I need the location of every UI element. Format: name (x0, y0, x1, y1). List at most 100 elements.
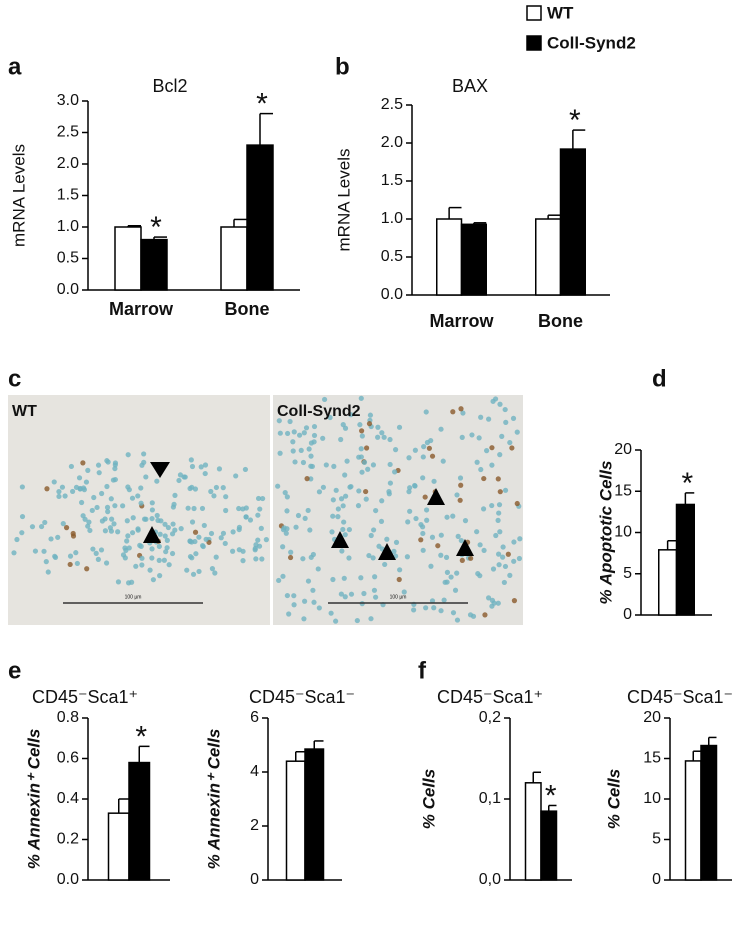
cell (511, 539, 517, 545)
cell (230, 548, 236, 554)
cell (441, 597, 447, 603)
cell (348, 591, 355, 597)
bar (675, 503, 695, 616)
cell (284, 430, 291, 437)
cell (284, 592, 290, 599)
cell (342, 425, 349, 431)
cell (162, 521, 168, 527)
cell (492, 396, 499, 402)
cell (87, 527, 93, 534)
bar (700, 744, 718, 881)
cell (126, 545, 132, 551)
y-tick-label: 3.0 (57, 92, 79, 109)
cell (277, 430, 283, 436)
cell (424, 439, 431, 446)
cell (396, 576, 402, 583)
cell (193, 551, 199, 557)
cell (339, 548, 345, 554)
cell (83, 479, 90, 485)
cell (438, 608, 444, 614)
cell (70, 533, 77, 539)
cell (80, 513, 86, 519)
cell (357, 422, 363, 428)
cell (223, 494, 229, 500)
cell (122, 545, 128, 551)
cell (420, 475, 426, 481)
cell (203, 536, 209, 542)
cell (158, 518, 164, 524)
cell (448, 574, 454, 580)
bar (304, 748, 325, 881)
cell (356, 488, 362, 494)
cell (342, 532, 348, 538)
cell (368, 532, 374, 539)
cell (230, 529, 236, 535)
cell (169, 550, 176, 557)
cell (341, 519, 347, 525)
cell (161, 557, 167, 563)
cell (191, 505, 197, 512)
cell (170, 521, 176, 527)
cell (444, 569, 451, 575)
cell (112, 465, 118, 472)
cell (124, 538, 130, 544)
cell (331, 463, 337, 469)
cell (407, 485, 413, 491)
cell (363, 488, 369, 495)
cell (55, 534, 61, 540)
legend-swatch (526, 5, 542, 21)
cell (139, 555, 145, 561)
cell (359, 469, 365, 475)
cell (359, 428, 365, 434)
cell (300, 556, 306, 562)
bar (107, 812, 130, 881)
chart-title: Bcl2 (152, 76, 187, 96)
arrowhead (150, 462, 170, 478)
y-axis-label: % Apoptotic Cells (596, 461, 615, 605)
cell (452, 587, 459, 593)
arrowhead (456, 539, 474, 556)
cell (189, 555, 195, 561)
cell (495, 476, 501, 482)
cell (372, 574, 378, 580)
micrographs: WT 100 µm Coll-Synd2 100 µm (8, 395, 523, 625)
cell (393, 539, 400, 545)
significance-marker: * (150, 211, 162, 244)
cell (321, 396, 328, 403)
cell (68, 463, 75, 470)
cell (511, 558, 517, 564)
cell (500, 544, 506, 550)
panel-letter: c (8, 365, 21, 392)
cell (476, 435, 482, 441)
cell (283, 530, 289, 536)
cell (98, 547, 105, 553)
cell (290, 448, 296, 454)
arrowhead (143, 526, 161, 543)
cell (202, 470, 208, 477)
y-tick-label: 2.5 (57, 124, 79, 141)
cell (164, 537, 170, 543)
panel-letter: f (418, 657, 427, 684)
cell (282, 490, 288, 496)
cell (412, 447, 418, 453)
cell (253, 556, 259, 562)
cell (354, 617, 360, 624)
cell (477, 542, 483, 548)
cell (423, 605, 429, 611)
cell (347, 484, 353, 490)
x-tick-label: Bone (225, 299, 270, 319)
cell (69, 488, 76, 495)
cell (333, 618, 339, 624)
cell (73, 550, 79, 556)
cell (149, 555, 155, 561)
y-tick-label: 0.0 (57, 281, 79, 298)
y-axis-label: % Cells (604, 769, 623, 829)
cell (333, 487, 339, 493)
cell (162, 533, 168, 539)
cell (320, 484, 326, 490)
chart-title: CD45⁻Sca1⁺ (437, 687, 543, 707)
chart-title: CD45⁻Sca1⁺ (32, 687, 138, 707)
cell (177, 472, 184, 478)
cell (91, 494, 97, 501)
significance-marker: * (545, 779, 557, 812)
